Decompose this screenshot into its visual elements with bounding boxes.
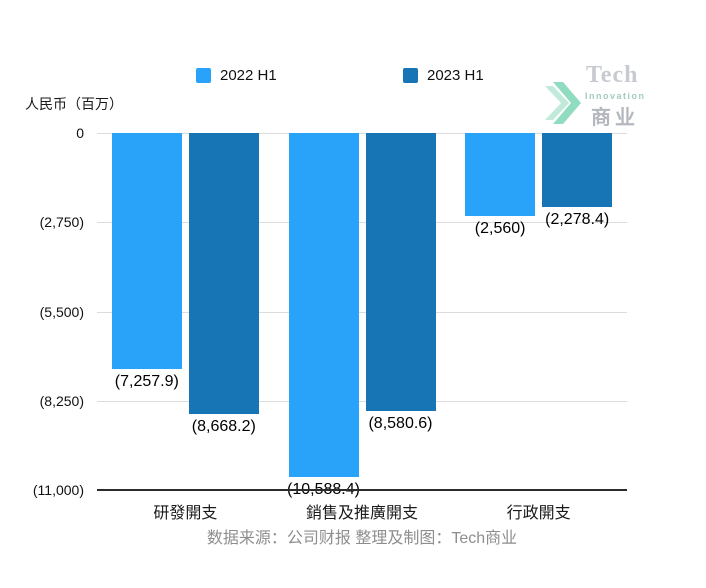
legend-swatch-2023h1 — [403, 68, 418, 83]
source-note: 数据来源：公司财报 整理及制图：Tech商业 — [206, 530, 518, 547]
legend-label: 2022 H1 — [220, 67, 277, 84]
y-tick-label: (11,000) — [32, 482, 84, 498]
y-tick-label: (2,750) — [39, 214, 84, 231]
bar — [542, 133, 613, 207]
gridline — [97, 400, 627, 402]
legend-swatch-2022h1 — [196, 68, 211, 83]
gridline — [97, 222, 627, 224]
x-category-label: 行政開支 — [506, 505, 571, 522]
y-tick-label: (5,500) — [39, 303, 84, 320]
y-axis-title: 人民币（百万） — [25, 96, 123, 112]
x-category-label: 銷售及推廣開支 — [305, 505, 418, 522]
bar-value-label: (2,278.4) — [545, 210, 610, 228]
bar — [365, 133, 436, 412]
x-category-label: 研發開支 — [153, 505, 218, 522]
bar — [288, 133, 359, 477]
bar — [188, 133, 259, 415]
gridline — [97, 133, 627, 134]
bar-value-label: (8,580.6) — [368, 415, 433, 433]
y-tick-label: (8,250) — [39, 392, 84, 409]
bar-value-label: (2,560) — [474, 220, 526, 238]
gridline — [97, 311, 627, 313]
x-axis-line — [97, 489, 627, 491]
legend-label: 2023 H1 — [427, 67, 484, 84]
legend-item-2023h1: 2023 H1 — [403, 67, 484, 84]
bar — [465, 133, 536, 217]
bar-value-label: (8,668.2) — [191, 418, 256, 436]
y-tick-label: 0 — [76, 125, 84, 141]
bar-value-label: (7,257.9) — [114, 372, 179, 390]
bar — [111, 133, 182, 369]
legend-item-2022h1: 2022 H1 — [196, 67, 277, 84]
